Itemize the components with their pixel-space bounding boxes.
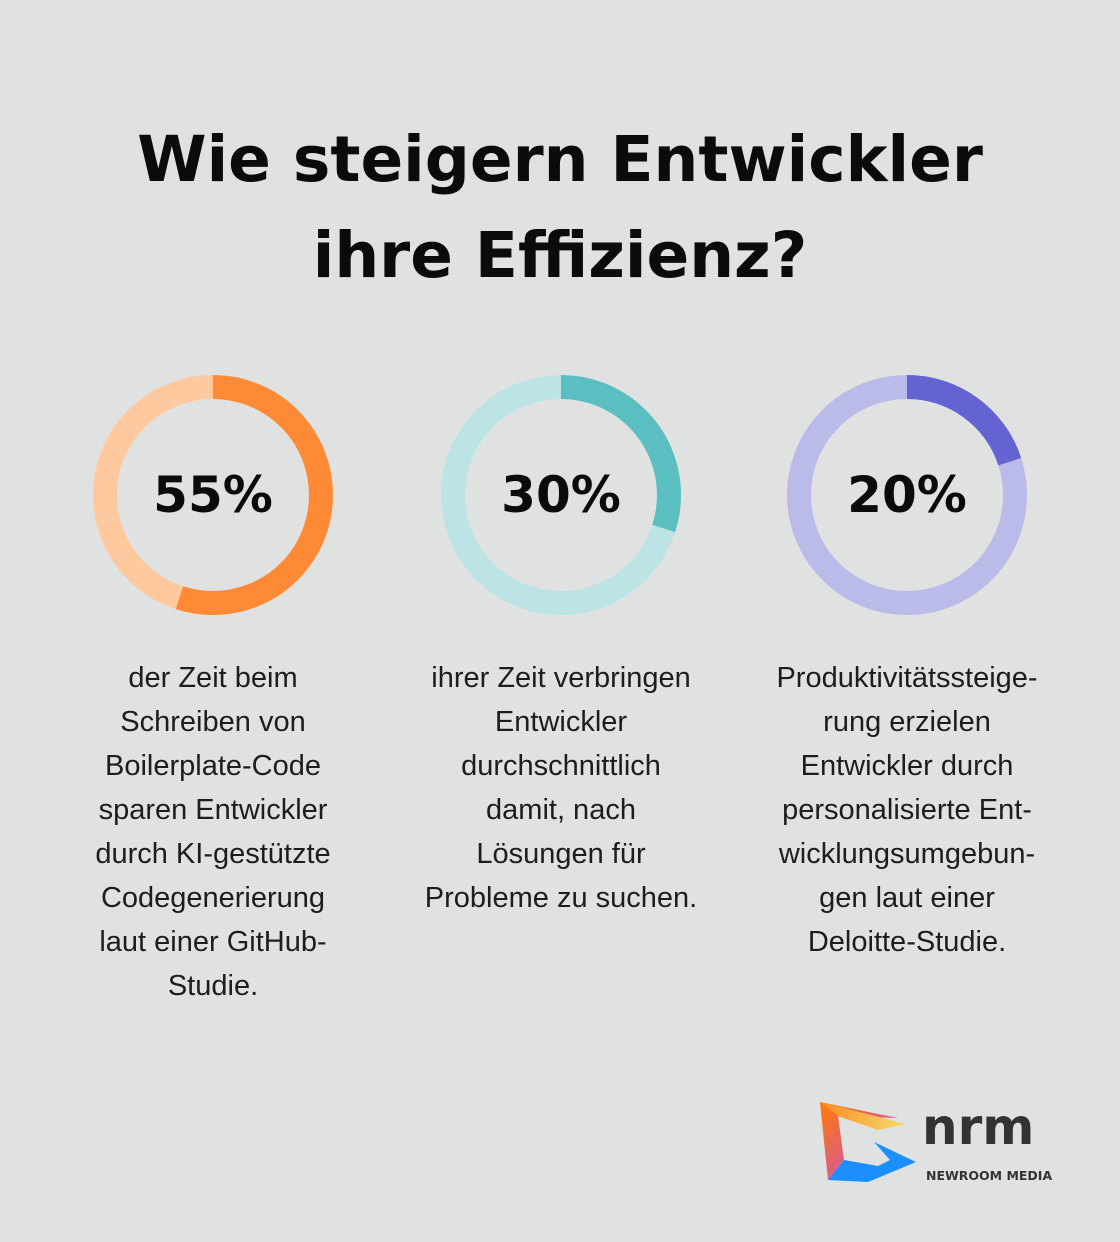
description-line: wicklungsumgebun- — [778, 838, 1036, 870]
description-line: durchschnittlich — [461, 750, 661, 782]
description-line: Entwickler — [494, 706, 628, 738]
description-line: der Zeit beim — [128, 662, 298, 694]
title-line: ihre Effizienz? — [312, 219, 808, 292]
logo-name: nrm — [922, 1098, 1034, 1156]
donut-label: 20% — [847, 466, 967, 524]
newroom-media-logo: nrm NEWROOM MEDIA — [820, 1098, 1052, 1183]
page-title: Wie steigern Entwickler ihre Effizienz? — [0, 112, 1120, 304]
description-line: Studie. — [167, 970, 259, 1002]
description-line: Deloitte-Studie. — [807, 926, 1007, 958]
description-line: rung erzielen — [823, 706, 991, 738]
stat-card-0: 55% der Zeit beim Schreiben von Boilerplat… — [43, 370, 383, 1008]
logo-tagline: NEWROOM MEDIA — [926, 1168, 1052, 1183]
description-line: personalisierte Ent- — [782, 794, 1032, 826]
description-line: Boilerplate-Code — [104, 750, 321, 782]
description-line: Codegenerierung — [100, 882, 326, 914]
stat-description: der Zeit beim Schreiben von Boilerplate-Co… — [43, 656, 383, 1008]
donut-chart: 55% — [93, 375, 333, 615]
donut-value-arc — [441, 375, 681, 615]
stat-description: ihrer Zeit verbringen Entwickler durchschn… — [391, 656, 731, 920]
description-line: laut einer GitHub- — [99, 926, 327, 958]
description-line: Schreiben von — [120, 706, 306, 738]
description-line: Entwickler durch — [800, 750, 1014, 782]
donut-value-arc — [93, 375, 333, 615]
donut-value-arc — [787, 375, 1027, 615]
stat-card-2: 20% Produktivitätssteige-rung erzielen En… — [737, 370, 1077, 964]
donut-label: 30% — [501, 466, 621, 524]
description-line: sparen Entwickler — [98, 794, 328, 826]
description-line: durch KI-gestützte — [95, 838, 331, 870]
description-line: Probleme zu suchen. — [424, 882, 698, 914]
description-line: gen laut einer — [819, 882, 995, 914]
description-line: damit, nach — [486, 794, 636, 826]
donut-label: 55% — [153, 466, 273, 524]
stat-description: Produktivitätssteige-rung erzielen Entwic… — [737, 656, 1077, 964]
donut-chart: 30% — [441, 375, 681, 615]
stat-card-1: 30% ihrer Zeit verbringen Entwickler durch… — [391, 370, 731, 920]
description-line: Lösungen für — [476, 838, 646, 870]
title-line: Wie steigern Entwickler — [137, 123, 983, 196]
donut-chart: 20% — [787, 375, 1027, 615]
description-line: Produktivitätssteige- — [776, 662, 1038, 694]
description-line: ihrer Zeit verbringen — [431, 662, 691, 694]
